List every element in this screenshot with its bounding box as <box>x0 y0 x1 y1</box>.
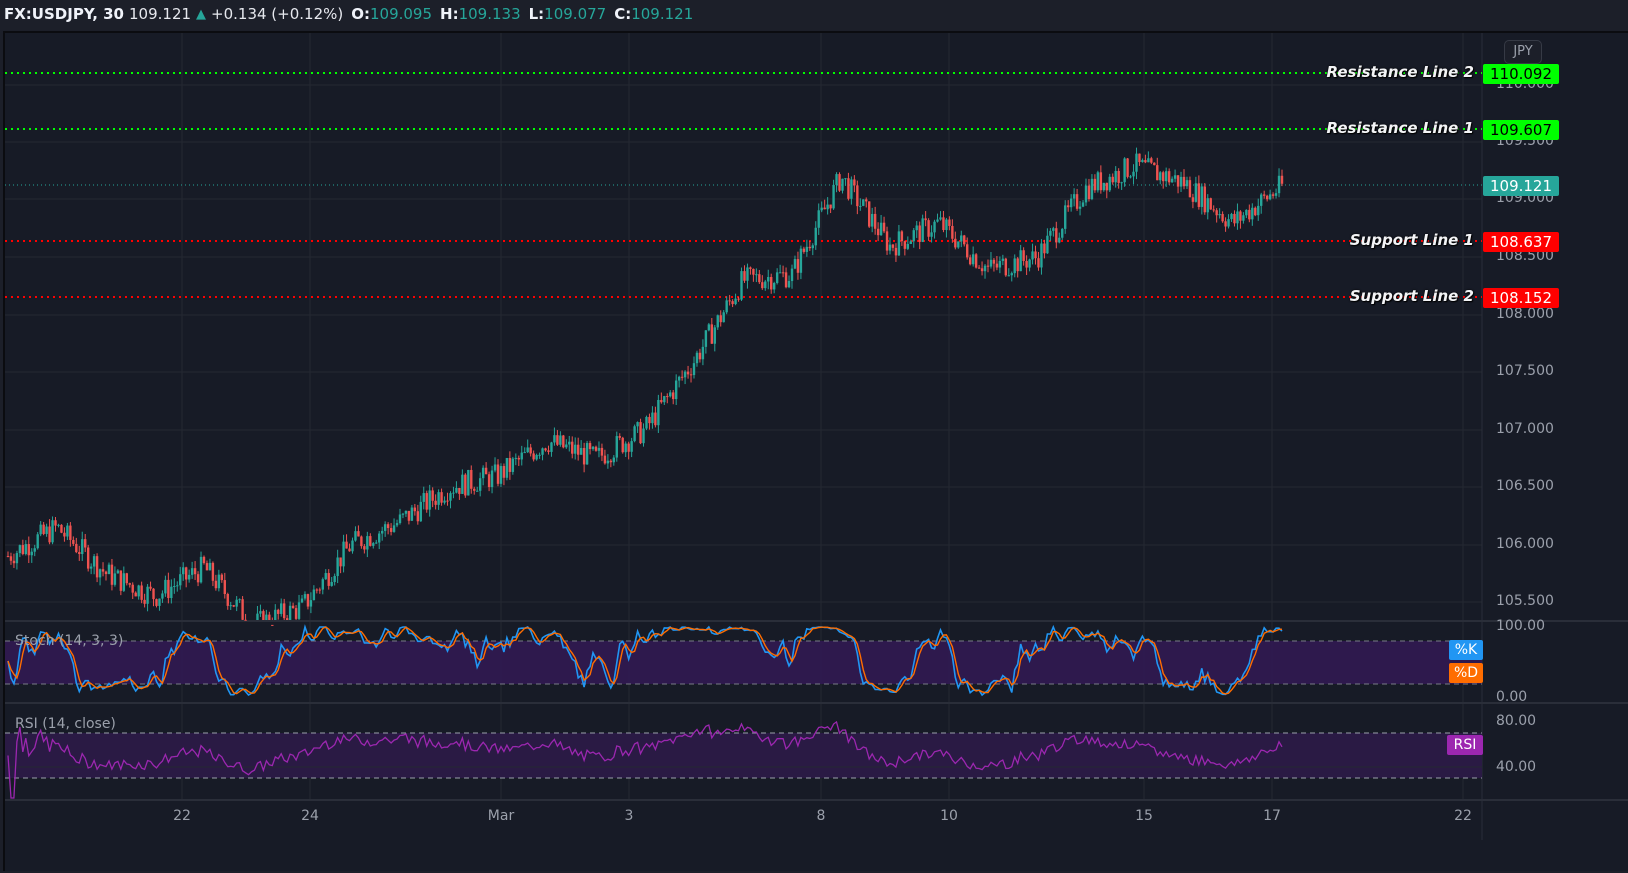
rsi-band <box>5 733 1482 778</box>
price-tick: 106.500 <box>1496 478 1554 494</box>
stoch-title[interactable]: Stoch (14, 3, 3) <box>15 633 124 649</box>
high-value: 109.133 <box>458 5 521 23</box>
open-value: 109.095 <box>369 5 433 23</box>
stoch-k-line <box>7 624 1283 697</box>
stoch-d-tag: %D <box>1449 663 1483 683</box>
time-tick: Mar <box>487 808 515 824</box>
support-line-2-label: Support Line 2 <box>1349 287 1474 305</box>
time-tick: 22 <box>173 808 191 824</box>
time-tick: 10 <box>940 808 958 824</box>
price-tick: 105.500 <box>1496 593 1554 609</box>
rsi-title[interactable]: RSI (14, close) <box>15 716 116 732</box>
price-tick: 106.000 <box>1496 536 1554 552</box>
price-tick: 108.000 <box>1496 306 1554 322</box>
rsi-line <box>7 720 1283 799</box>
price-tick: 108.500 <box>1496 248 1554 264</box>
rsi-axis-high: 80.00 <box>1496 713 1537 729</box>
low-label: L: <box>528 5 545 23</box>
resistance-line-2-tag: 110.092 <box>1483 64 1559 84</box>
support-line-2-tag: 108.152 <box>1483 288 1559 308</box>
time-tick: 22 <box>1454 808 1472 824</box>
open-label: O: <box>351 5 370 23</box>
close-value: 109.121 <box>631 5 694 23</box>
support-line-1-tag: 108.637 <box>1483 232 1559 252</box>
rsi-axis-low: 40.00 <box>1496 759 1537 775</box>
low-value: 109.077 <box>544 5 607 23</box>
price-change: +0.134 (+0.12%) <box>211 5 344 23</box>
time-tick: 8 <box>816 808 826 824</box>
current-price-tag: 109.121 <box>1483 176 1559 196</box>
triangle-up-icon: ▲ <box>196 6 207 22</box>
currency-button[interactable]: JPY <box>1504 40 1542 64</box>
resistance-line-1-tag: 109.607 <box>1483 120 1559 140</box>
stoch-k-tag: %K <box>1449 640 1483 660</box>
time-tick: 3 <box>624 808 634 824</box>
time-tick: 24 <box>301 808 319 824</box>
time-tick: 15 <box>1135 808 1153 824</box>
rsi-tag: RSI <box>1447 735 1483 755</box>
price-tick: 107.000 <box>1496 421 1554 437</box>
support-line-1-label: Support Line 1 <box>1349 231 1474 249</box>
stoch-axis-high: 100.00 <box>1496 618 1545 634</box>
close-label: C: <box>614 5 632 23</box>
symbol-legend: FX:USDJPY, 30 109.121 ▲ +0.134 (+0.12%) … <box>4 3 693 25</box>
resistance-line-2-label: Resistance Line 2 <box>1326 63 1474 81</box>
stoch-axis-low: 0.00 <box>1496 689 1528 705</box>
price-tick: 107.500 <box>1496 363 1554 379</box>
time-tick: 17 <box>1263 808 1281 824</box>
stoch-d-line <box>7 626 1283 695</box>
stoch-band <box>5 641 1482 684</box>
high-label: H: <box>440 5 459 23</box>
resistance-line-1-label: Resistance Line 1 <box>1326 119 1474 137</box>
horizontal-grid <box>5 84 1482 603</box>
last-price: 109.121 <box>129 5 192 23</box>
symbol-name[interactable]: FX:USDJPY, 30 <box>4 5 124 23</box>
candlestick-series <box>6 147 1284 626</box>
